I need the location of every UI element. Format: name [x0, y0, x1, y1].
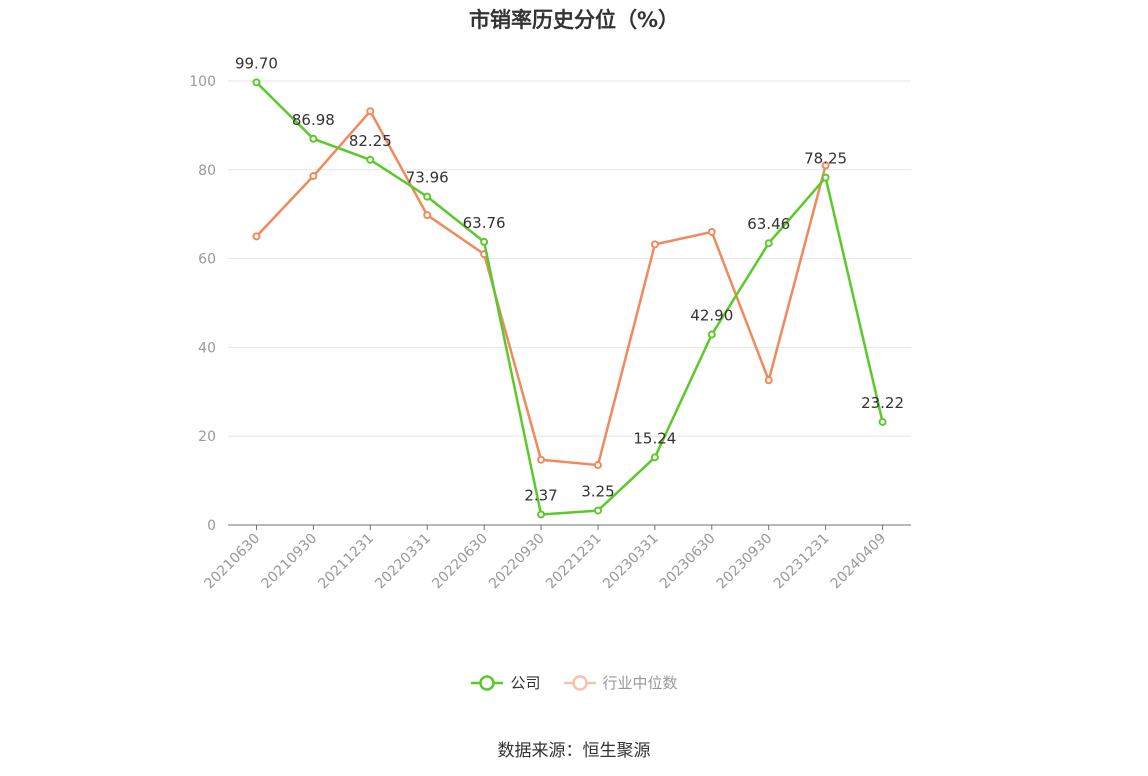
data-label: 15.24	[633, 429, 676, 447]
y-tick-label: 60	[198, 252, 216, 268]
data-point	[707, 330, 716, 339]
y-tick-label: 80	[198, 163, 216, 179]
data-label: 23.22	[861, 394, 904, 412]
data-label: 42.90	[690, 307, 733, 325]
legend-item-industry[interactable]: 行业中位数	[563, 672, 678, 693]
data-point	[366, 155, 375, 164]
data-point	[593, 506, 602, 515]
series-line	[255, 81, 884, 516]
x-tick-label: 20240409	[828, 531, 890, 593]
legend-company-marker	[471, 674, 504, 691]
x-tick-label: 20230630	[657, 531, 719, 593]
y-tick-label: 100	[189, 74, 216, 90]
data-point	[593, 461, 602, 470]
data-label: 86.98	[292, 111, 335, 129]
x-tick-label: 20220331	[372, 531, 434, 593]
data-label: 63.46	[747, 215, 790, 233]
data-point	[309, 134, 318, 143]
x-tick-label: 20231231	[771, 531, 833, 593]
data-point	[537, 510, 546, 519]
data-label: 78.25	[804, 150, 847, 168]
data-point	[423, 192, 432, 201]
y-tick-label: 20	[198, 429, 216, 445]
legend-industry-label: 行业中位数	[602, 674, 678, 692]
data-point	[764, 376, 773, 385]
data-point	[764, 239, 773, 248]
legend: 公司 行业中位数	[0, 672, 1148, 693]
legend-item-company[interactable]: 公司	[470, 672, 541, 693]
data-point	[650, 240, 659, 249]
data-point	[423, 211, 432, 220]
data-point	[480, 237, 489, 246]
data-point	[366, 107, 375, 116]
data-label: 3.25	[581, 483, 614, 501]
x-tick-label: 20220930	[486, 531, 548, 593]
x-tick-label: 20230930	[714, 531, 776, 593]
legend-company-label: 公司	[510, 674, 541, 692]
data-label: 99.70	[235, 54, 278, 72]
x-tick-label: 20230331	[600, 531, 662, 593]
data-label: 73.96	[406, 169, 449, 187]
data-point	[821, 173, 830, 182]
data-point	[650, 453, 659, 462]
data-label: 82.25	[349, 132, 392, 150]
chart-title: 市销率历史分位（%）	[468, 8, 680, 32]
x-tick-label: 20210930	[258, 531, 320, 593]
y-tick-label: 0	[207, 518, 216, 534]
data-point	[821, 161, 830, 170]
data-label: 2.37	[524, 486, 557, 504]
data-point	[252, 232, 261, 241]
y-tick-label: 40	[198, 340, 216, 356]
data-label: 63.76	[463, 214, 506, 232]
data-point	[537, 455, 546, 464]
x-tick-label: 20210630	[202, 531, 264, 593]
data-point	[309, 172, 318, 181]
legend-industry-marker	[563, 674, 596, 691]
x-tick-label: 20220630	[429, 531, 491, 593]
data-point	[878, 417, 887, 426]
data-source: 数据来源：恒生聚源	[497, 741, 651, 761]
x-tick-label: 20221231	[543, 531, 605, 593]
x-tick-label: 20211231	[315, 531, 377, 593]
data-point	[252, 78, 261, 87]
data-point	[707, 227, 716, 236]
